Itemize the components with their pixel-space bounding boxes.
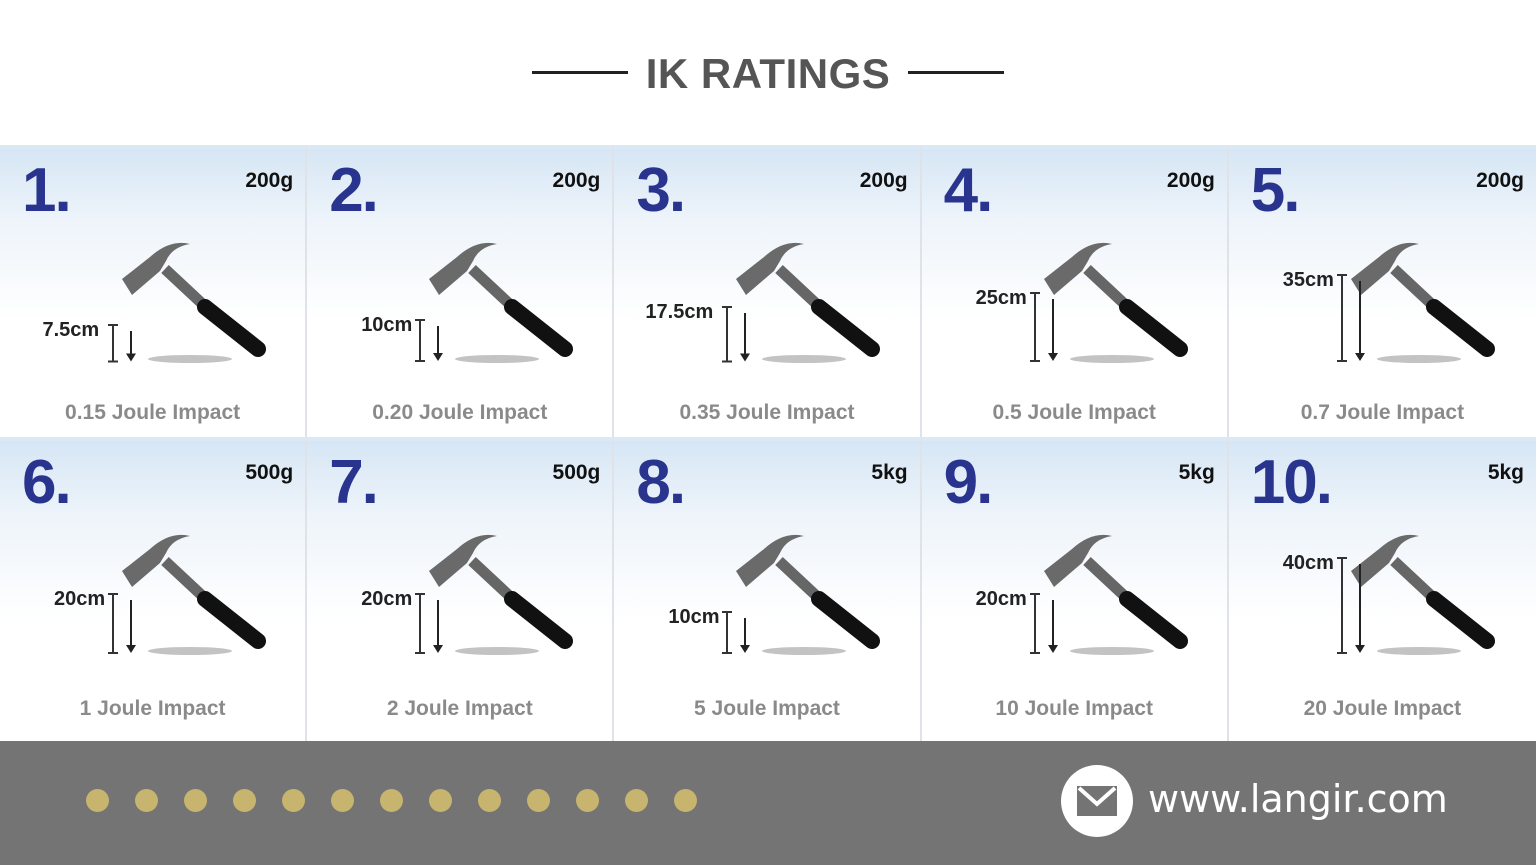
rating-number: 2. <box>329 156 379 225</box>
impact-energy: 5 Joule Impact <box>694 697 840 720</box>
hammer-weight: 5kg <box>871 461 908 484</box>
hammer-weight: 200g <box>552 169 601 192</box>
drop-height-indicator <box>108 593 136 654</box>
website-link[interactable]: www.langir.com <box>1148 777 1448 821</box>
decorative-dot <box>331 789 354 812</box>
hammer-weight: 5kg <box>1178 461 1215 484</box>
rating-number: 7. <box>329 448 379 517</box>
drop-height-indicator <box>1336 274 1365 362</box>
hammer-weight: 5kg <box>1487 461 1524 484</box>
decorative-dot <box>135 789 158 812</box>
drop-height-indicator <box>108 323 136 362</box>
title-rule-right <box>908 71 1005 74</box>
rating-card: 7. 500g 20cm 2 Joule Impact <box>307 437 615 741</box>
rating-number: 6. <box>22 448 72 517</box>
drop-height-indicator <box>1029 292 1058 362</box>
impact-energy: 2 Joule Impact <box>386 697 533 720</box>
hammer-weight: 500g <box>552 461 601 484</box>
drop-height: 35cm <box>1282 269 1334 291</box>
hammer-weight: 200g <box>1476 169 1524 192</box>
rating-number: 1. <box>22 156 72 225</box>
drop-height: 20cm <box>54 588 106 610</box>
impact-energy: 0.15 Joule Impact <box>65 401 241 424</box>
hammer-icon <box>724 239 894 369</box>
drop-height: 10cm <box>361 314 413 336</box>
hammer-icon <box>724 531 894 661</box>
drop-height-indicator <box>722 611 751 654</box>
hammer-icon <box>1032 531 1202 661</box>
decorative-dot <box>429 789 452 812</box>
ratings-grid: 1. 200g 7.5cm 0.15 Joule Impact 2. 200g … <box>0 145 1536 741</box>
impact-energy: 0.35 Joule Impact <box>679 401 855 424</box>
rating-number: 3. <box>636 156 686 225</box>
hammer-icon <box>1339 531 1509 661</box>
title-rule-left <box>531 71 628 74</box>
drop-height-indicator <box>722 305 751 362</box>
impact-energy: 0.7 Joule Impact <box>1300 401 1465 424</box>
hammer-icon <box>110 531 280 661</box>
hammer-icon <box>1032 239 1202 369</box>
rating-number: 5. <box>1250 156 1301 225</box>
page-title: IK RATINGS <box>645 49 891 97</box>
envelope-icon[interactable] <box>1061 765 1133 837</box>
decorative-dot <box>86 789 109 812</box>
decorative-dot <box>282 789 305 812</box>
decorative-dot <box>233 789 256 812</box>
decorative-dot <box>380 789 403 812</box>
drop-height: 40cm <box>1282 552 1334 574</box>
footer: www.langir.com <box>0 741 1536 865</box>
drop-height-indicator <box>415 593 444 654</box>
rating-number: 4. <box>943 156 994 225</box>
hammer-weight: 500g <box>245 461 294 484</box>
drop-height: 10cm <box>668 606 720 628</box>
hammer-weight: 200g <box>245 169 294 192</box>
drop-height: 7.5cm <box>42 318 100 341</box>
impact-energy: 20 Joule Impact <box>1303 697 1462 720</box>
impact-energy: 0.20 Joule Impact <box>372 401 548 424</box>
impact-energy: 10 Joule Impact <box>995 697 1153 720</box>
hammer-icon <box>417 531 587 661</box>
decorative-dot <box>184 789 207 812</box>
hammer-icon <box>417 239 587 369</box>
rating-number: 8. <box>636 448 686 517</box>
hammer-weight: 200g <box>1166 169 1215 192</box>
drop-height: 20cm <box>975 588 1027 610</box>
decorative-dot <box>625 789 648 812</box>
drop-height: 17.5cm <box>645 300 714 323</box>
decorative-dot <box>478 789 501 812</box>
drop-height-indicator <box>1029 593 1058 654</box>
impact-energy: 1 Joule Impact <box>79 697 226 720</box>
rating-card: 4. 200g 25cm 0.5 Joule Impact <box>921 145 1229 437</box>
hammer-icon <box>110 239 280 369</box>
hammer-icon <box>1339 239 1509 369</box>
impact-energy: 0.5 Joule Impact <box>992 401 1156 424</box>
decorative-dots <box>86 789 697 812</box>
drop-height: 25cm <box>975 287 1027 309</box>
rating-number: 9. <box>943 448 994 517</box>
header: IK RATINGS <box>0 0 1536 145</box>
hammer-weight: 200g <box>859 169 908 192</box>
rating-card: 8. 5kg 10cm 5 Joule Impact <box>614 437 922 741</box>
drop-height-indicator <box>1336 557 1365 654</box>
rating-card: 9. 5kg 20cm 10 Joule Impact <box>921 437 1229 741</box>
rating-number: 10. <box>1250 448 1333 517</box>
rating-card: 10. 5kg 40cm 20 Joule Impact <box>1228 437 1536 741</box>
drop-height-indicator <box>415 319 444 362</box>
rating-card: 6. 500g 20cm 1 Joule Impact <box>0 437 308 741</box>
rating-card: 5. 200g 35cm 0.7 Joule Impact <box>1228 145 1536 437</box>
rating-card: 2. 200g 10cm 0.20 Joule Impact <box>307 145 615 437</box>
decorative-dot <box>576 789 599 812</box>
rating-card: 1. 200g 7.5cm 0.15 Joule Impact <box>0 145 308 437</box>
drop-height: 20cm <box>361 588 413 610</box>
rating-card: 3. 200g 17.5cm 0.35 Joule Impact <box>614 145 922 437</box>
decorative-dot <box>674 789 697 812</box>
decorative-dot <box>527 789 550 812</box>
